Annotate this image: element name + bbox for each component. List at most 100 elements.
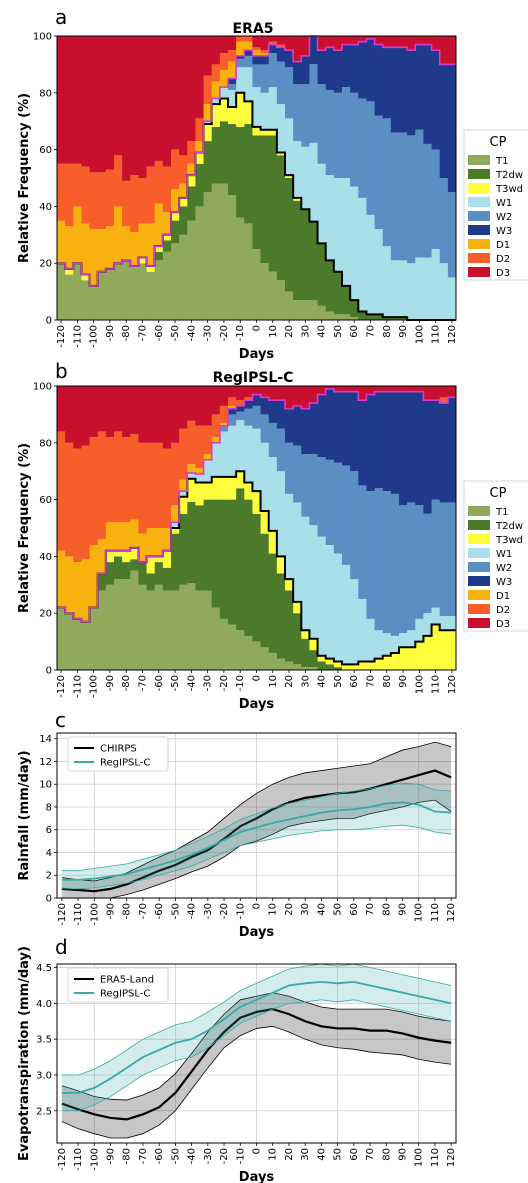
bar-segment-w3 <box>309 403 319 455</box>
bar-segment-t1 <box>130 570 139 670</box>
legend-label-d2: D2 <box>496 605 510 616</box>
bar-segment-d3 <box>366 386 376 395</box>
bar-segment-d3 <box>358 36 367 42</box>
bar-segment-w1 <box>325 545 335 659</box>
bar-segment-t2dw <box>293 200 302 301</box>
legend-label-d1: D1 <box>496 240 510 251</box>
x-tick-label: 80 <box>381 903 392 916</box>
bar-segment-w2 <box>268 422 278 457</box>
bar-segment-t3wd <box>423 635 433 670</box>
bar-segment-d2 <box>187 141 196 164</box>
legend-swatch-t3wd <box>468 534 490 544</box>
bar-segment-t1 <box>285 661 294 670</box>
legend-swatch-d2 <box>468 604 490 614</box>
y-tick-label: 0 <box>46 316 52 327</box>
legend-label-d3: D3 <box>496 619 510 630</box>
legend-label-1: RegIPSL-C <box>100 758 150 769</box>
band-lower-edge-1 <box>61 824 452 890</box>
bar-segment-d2 <box>203 75 213 105</box>
bar-segment-t3wd <box>138 257 148 264</box>
x-tick-label: 40 <box>316 903 327 916</box>
bar-segment-t1 <box>130 266 139 320</box>
bar-segment-w3 <box>228 78 237 85</box>
y-tick-label: 4.5 <box>36 963 52 974</box>
bar-segment-w2 <box>342 87 351 178</box>
bar-segment-w2 <box>309 64 319 143</box>
bar-segment-d1 <box>236 41 245 56</box>
bar-segment-d2 <box>244 397 253 401</box>
bar-segment-w1 <box>366 214 376 315</box>
bar-segment-d3 <box>325 36 335 48</box>
bar-segment-w2 <box>309 454 319 526</box>
legend-swatch-d2 <box>468 253 490 263</box>
bar-segment-d3 <box>423 36 433 45</box>
bar-segment-w1 <box>366 618 376 662</box>
x-tick-label: -100 <box>89 675 100 698</box>
bar-segment-t1 <box>154 584 164 670</box>
bar-segment-t1 <box>309 300 319 320</box>
bar-segment-d3 <box>301 36 310 56</box>
legend-swatch-t1 <box>468 155 490 165</box>
bar-segment-t2dw <box>285 178 294 292</box>
bar-segment-t2dw <box>301 209 310 301</box>
x-tick-label: -110 <box>72 675 83 698</box>
bar-segment-w1 <box>293 502 302 602</box>
x-tick-label: 20 <box>284 325 295 338</box>
bar-segment-w1 <box>342 564 351 665</box>
bar-segment-d3 <box>146 36 156 167</box>
bar-segment-d1 <box>89 229 99 286</box>
bar-segment-t2dw <box>260 135 270 264</box>
legend-label-t1: T1 <box>495 507 508 518</box>
bar-segment-w1 <box>293 141 302 198</box>
stacked-bar-panel-a: -120 -110 -100 -90 -80 -70 -60 -50 -40 -30 -20 -10 0… <box>17 5 528 362</box>
bar-segment-d3 <box>325 386 335 389</box>
bar-segment-w2 <box>276 428 286 472</box>
bar-segment-t2dw <box>260 533 270 648</box>
y-tick-label: 14 <box>39 734 52 745</box>
bar-segment-d3 <box>407 36 416 51</box>
bar-segment-t1 <box>252 249 262 320</box>
bar-segment-d3 <box>293 386 302 406</box>
bar-segment-t2dw <box>236 488 245 631</box>
band-lower-edge-0 <box>61 799 452 899</box>
bar-segment-t1 <box>244 635 253 670</box>
bar-segment-d3 <box>309 386 319 404</box>
bar-segment-t2dw <box>325 664 335 670</box>
wet-season-outline <box>57 35 456 287</box>
bar-segment-t2dw <box>350 300 359 318</box>
bar-segment-t1 <box>122 579 131 670</box>
x-tick-label: -100 <box>89 325 100 348</box>
bar-segment-t2dw <box>236 126 245 218</box>
bar-segment-w2 <box>399 132 408 261</box>
bar-segment-w1 <box>195 474 205 483</box>
x-tick-label: -80 <box>122 903 133 919</box>
bar-segment-t3wd <box>276 556 286 574</box>
bar-segment-d1 <box>73 562 82 619</box>
bar-segment-d1 <box>162 212 172 235</box>
bar-segment-t3wd <box>146 556 156 574</box>
bar-segment-w2 <box>415 129 424 258</box>
bar-segment-t1 <box>252 641 262 670</box>
bar-segment-d3 <box>114 36 123 156</box>
bar-segment-w1 <box>431 249 441 320</box>
bar-segment-t2dw <box>179 206 188 235</box>
x-tick-label: -110 <box>73 1148 84 1171</box>
bar-segment-t1 <box>285 291 294 320</box>
legend-swatch-w2 <box>468 211 490 221</box>
y-tick-label: 60 <box>39 495 52 506</box>
bar-segment-w2 <box>415 505 424 619</box>
x-tick-label: 80 <box>381 1148 392 1161</box>
x-tick-label: -120 <box>57 1148 68 1171</box>
legend: CP T1 T2dw T3wd W1 W2 W3 D1 D2 D3 <box>463 129 528 281</box>
bar-segment-w1 <box>447 277 457 320</box>
bar-segment-d2 <box>130 434 139 520</box>
band-upper-edge-0 <box>61 992 452 1101</box>
bar-segment-t2dw <box>105 562 115 585</box>
bar-segment-t3wd <box>236 92 245 127</box>
y-tick-label: 3.5 <box>36 1035 52 1046</box>
bar-segment-t3wd <box>293 197 302 201</box>
bar-segment-w2 <box>268 53 278 88</box>
bar-segment-t2dw <box>301 638 310 668</box>
bar-segment-w3 <box>244 50 253 56</box>
bar-segment-w3 <box>342 391 351 466</box>
